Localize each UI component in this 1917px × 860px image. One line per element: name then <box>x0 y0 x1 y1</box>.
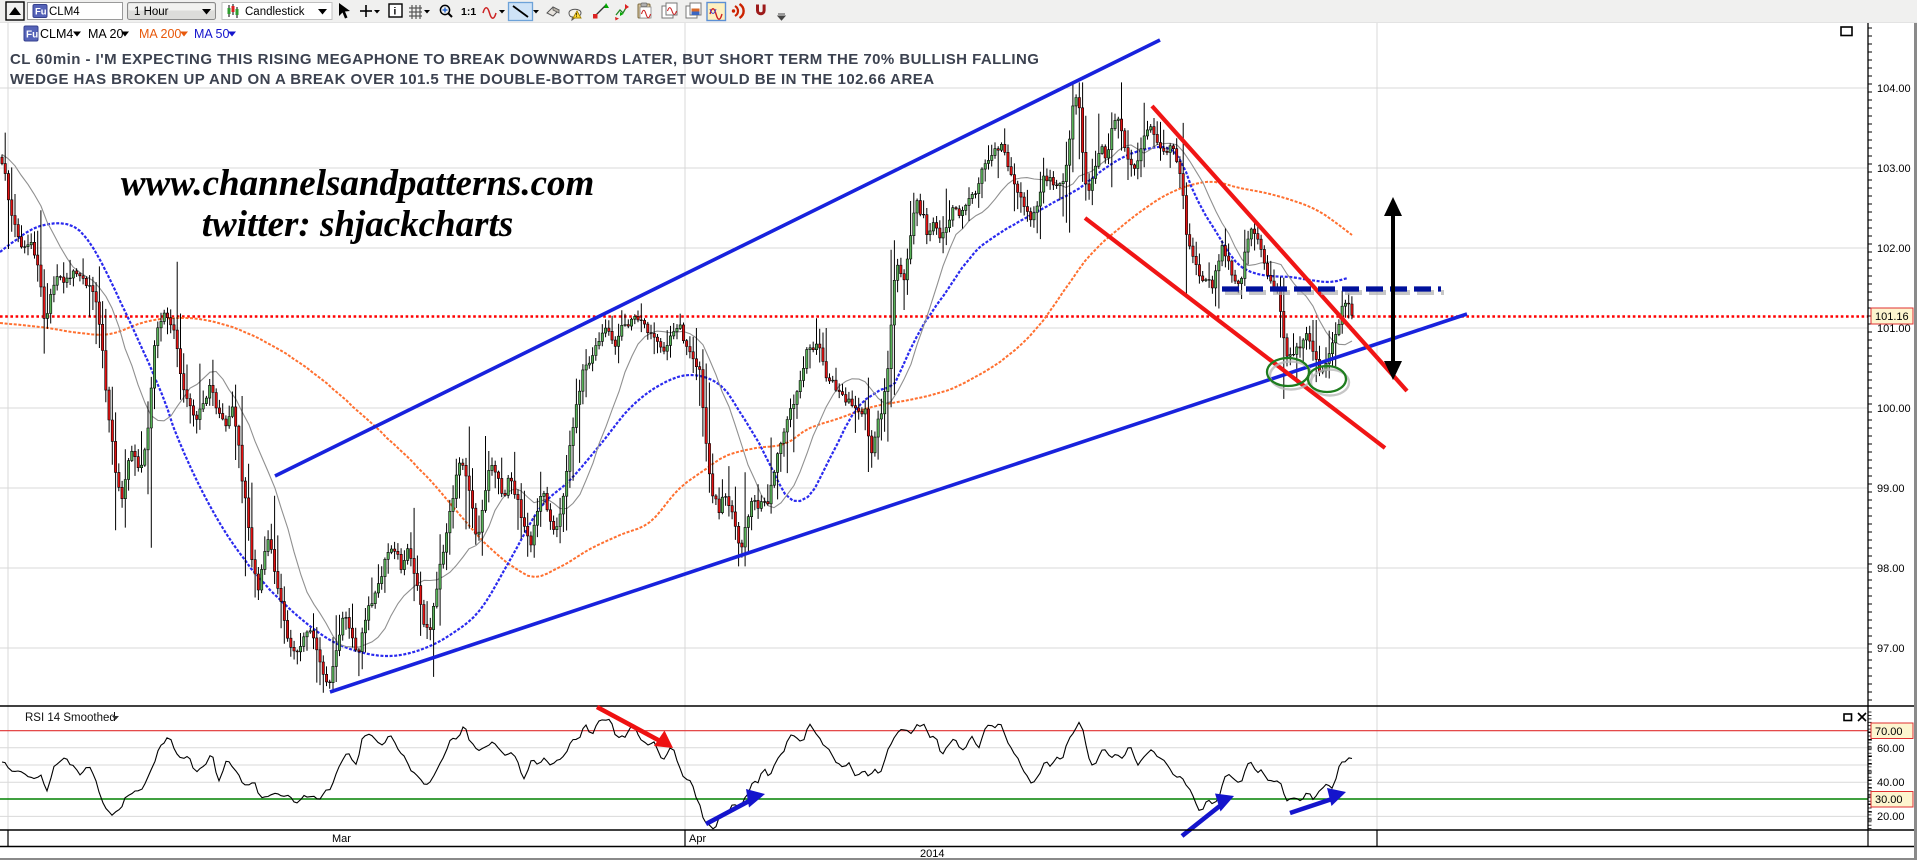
svg-text:Apr: Apr <box>689 833 706 845</box>
svg-text:60.00: 60.00 <box>1877 743 1905 755</box>
svg-text:97.00: 97.00 <box>1877 643 1905 655</box>
svg-text:Fu: Fu <box>26 30 38 41</box>
svg-text:1:1: 1:1 <box>461 6 476 18</box>
svg-text:102.00: 102.00 <box>1877 243 1911 255</box>
svg-text:103.00: 103.00 <box>1877 163 1911 175</box>
svg-text:2014: 2014 <box>920 848 944 860</box>
svg-text:20.00: 20.00 <box>1877 811 1905 823</box>
svg-text:98.00: 98.00 <box>1877 563 1905 575</box>
svg-text:1 Hour: 1 Hour <box>134 6 169 18</box>
svg-text:101.16: 101.16 <box>1875 311 1909 323</box>
svg-text:104.00: 104.00 <box>1877 83 1911 95</box>
svg-text:MA 200: MA 200 <box>139 27 181 41</box>
svg-text:101.00: 101.00 <box>1877 323 1911 335</box>
svg-text:100.00: 100.00 <box>1877 403 1911 415</box>
svg-text:MA 50: MA 50 <box>194 27 229 41</box>
svg-text:MA 20: MA 20 <box>88 27 123 41</box>
svg-text:Mar: Mar <box>332 833 351 845</box>
svg-text:99.00: 99.00 <box>1877 483 1905 495</box>
svg-text:70.00: 70.00 <box>1875 726 1903 738</box>
svg-text:CLM4: CLM4 <box>49 6 80 18</box>
svg-text:30.00: 30.00 <box>1875 794 1903 806</box>
svg-text:Fu: Fu <box>35 7 47 18</box>
svg-text:40.00: 40.00 <box>1877 777 1905 789</box>
svg-text:Candlestick: Candlestick <box>245 6 305 18</box>
svg-text:RSI 14 Smoothed: RSI 14 Smoothed <box>25 712 116 724</box>
svg-text:!: ! <box>576 13 578 19</box>
svg-text:i: i <box>394 7 397 18</box>
svg-text:CLM4: CLM4 <box>40 27 73 41</box>
